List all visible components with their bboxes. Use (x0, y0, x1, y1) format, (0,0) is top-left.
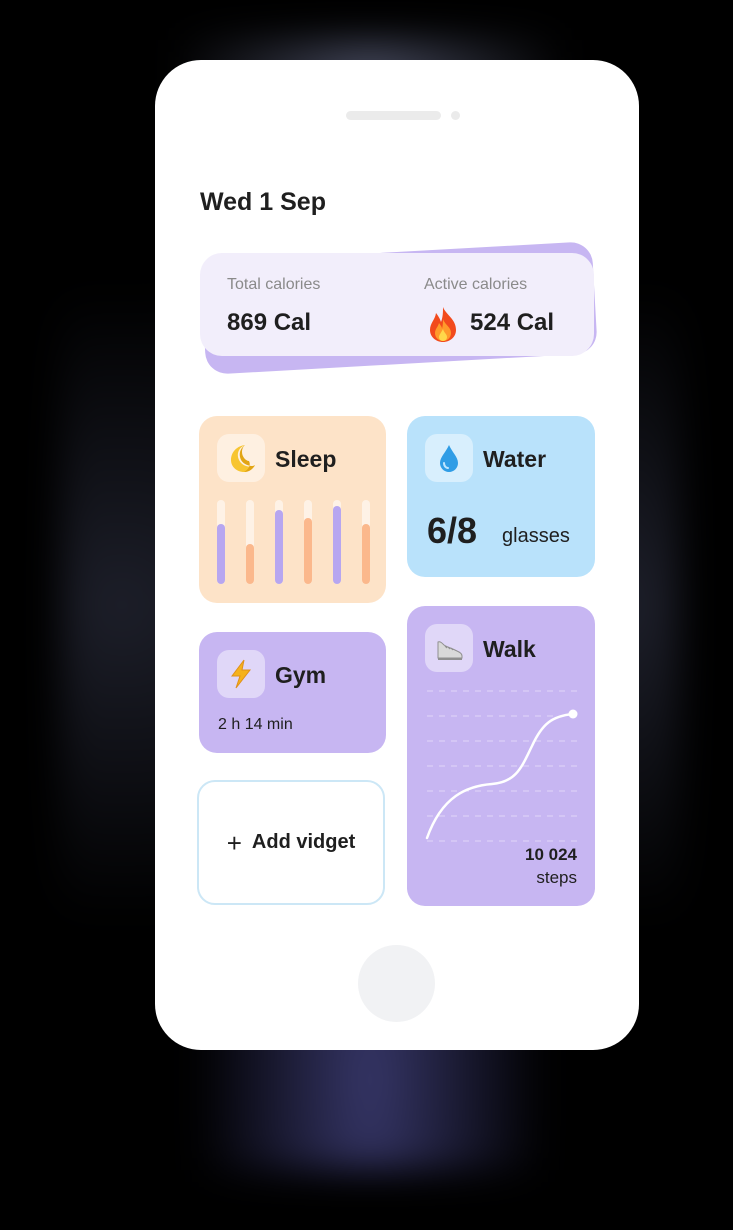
steps-count: 10 024 (525, 845, 577, 864)
add-widget-content: + Add vidget (199, 782, 383, 903)
add-widget-button[interactable]: + Add vidget (197, 780, 385, 905)
water-count: 6/8 (427, 510, 478, 551)
sleep-bar-track (217, 500, 225, 584)
plus-icon: + (226, 827, 242, 858)
moon-icon (231, 445, 255, 472)
sleep-bar (246, 544, 254, 584)
steps-chart (425, 690, 578, 842)
fire-icon (430, 307, 456, 342)
total-calories-value: 869 Cal (227, 309, 312, 336)
speaker-slot (346, 111, 441, 120)
calorie-card[interactable]: Total calories 869 Cal Active calories 5… (200, 253, 594, 356)
page-title: Wed 1 Sep (200, 188, 326, 216)
sleep-title: Sleep (275, 446, 337, 472)
walk-icon-box (425, 624, 473, 672)
gym-title: Gym (275, 662, 327, 688)
water-unit: glasses (502, 525, 570, 547)
lightning-icon (231, 659, 252, 689)
droplet-icon (440, 445, 458, 472)
steps-unit: steps (536, 868, 577, 887)
walk-widget[interactable]: Walk 10 024 steps (407, 606, 595, 906)
sleep-bar-track (333, 500, 341, 584)
steps-line (425, 712, 575, 840)
sleep-bar-track (246, 500, 254, 584)
steps-endpoint (568, 709, 578, 719)
sleep-bar (275, 510, 283, 584)
camera-dot (451, 111, 460, 120)
sleep-bar-track (362, 500, 370, 584)
total-calories-label: Total calories (227, 276, 321, 293)
active-calories-label: Active calories (424, 276, 528, 293)
home-button[interactable] (358, 945, 435, 1022)
sleep-bar (333, 506, 341, 584)
sleep-icon-box (217, 434, 265, 482)
gym-icon-box (217, 650, 265, 698)
sleep-bar (362, 524, 370, 584)
walk-title: Walk (483, 636, 536, 662)
water-widget[interactable]: Water 6/8 glasses (407, 416, 595, 577)
gym-widget[interactable]: Gym 2 h 14 min (199, 632, 386, 753)
sneaker-icon (437, 641, 463, 660)
active-calories-value: 524 Cal (470, 309, 555, 336)
steps-chart-grid (427, 690, 577, 842)
water-title: Water (483, 446, 547, 472)
sleep-bar (304, 518, 312, 584)
sleep-bar (217, 524, 225, 584)
add-widget-label: Add vidget (251, 831, 356, 853)
sleep-widget[interactable]: Sleep (199, 416, 386, 603)
sleep-bar-track (275, 500, 283, 584)
water-icon-box (425, 434, 473, 482)
phone-frame: Wed 1 Sep Total calories 869 Cal Active … (155, 60, 639, 1050)
gym-duration: 2 h 14 min (218, 716, 293, 733)
sleep-bar-track (304, 500, 312, 584)
